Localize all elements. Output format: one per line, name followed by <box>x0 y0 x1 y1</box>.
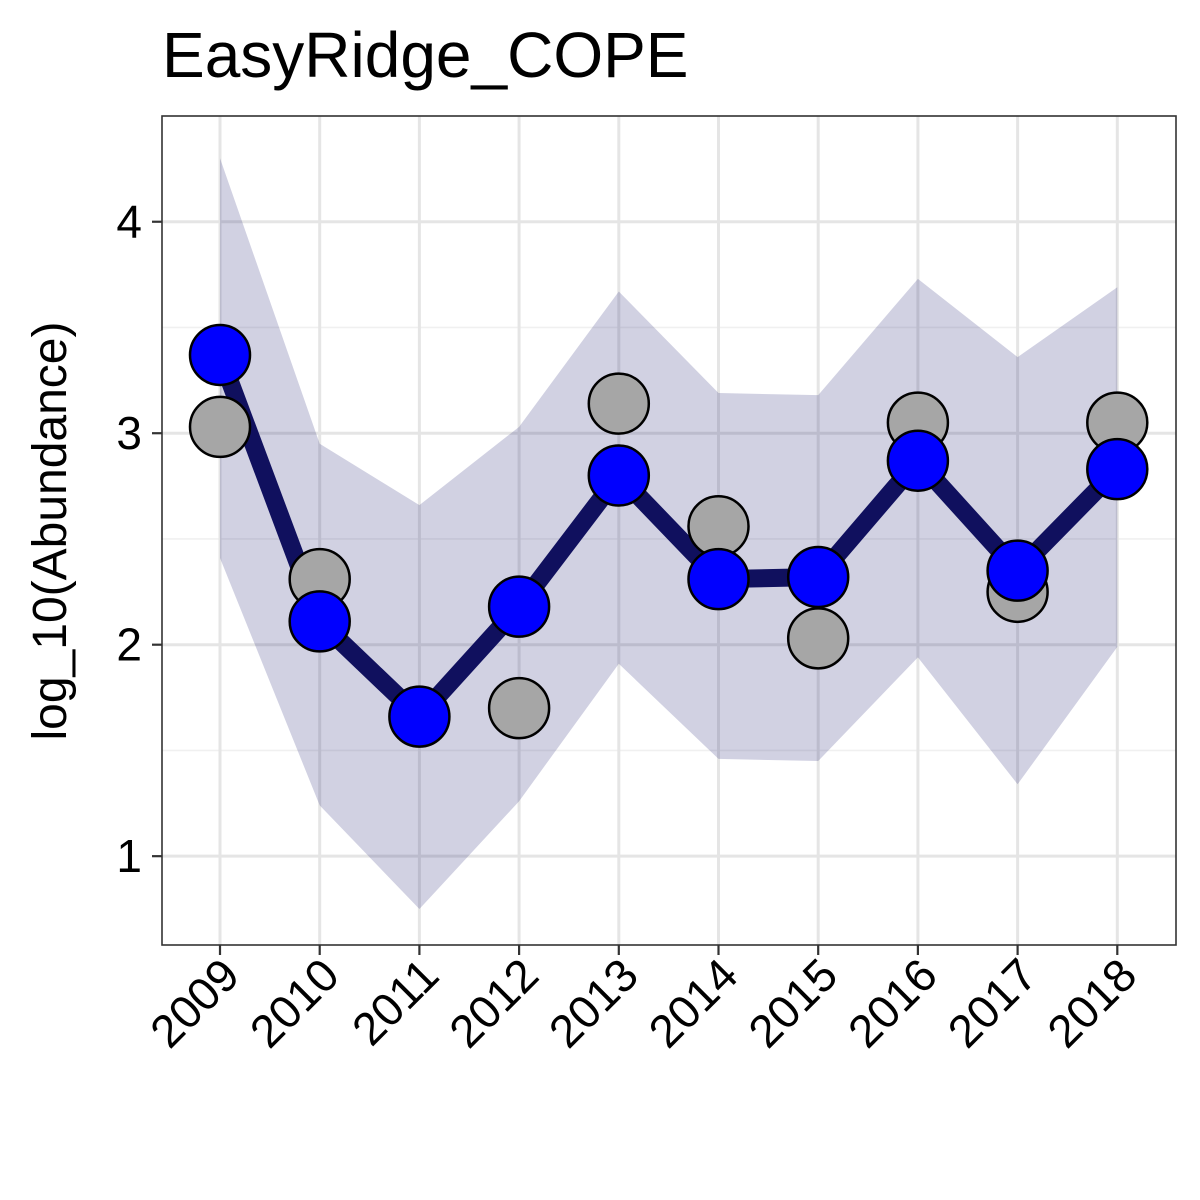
grid <box>162 115 1176 945</box>
estimate-point <box>487 575 551 638</box>
y-tick-label: 1 <box>116 830 142 882</box>
estimate-point <box>388 685 451 748</box>
estimate-point <box>687 547 750 611</box>
x-tick-label: 2012 <box>439 948 548 1057</box>
chart-title: EasyRidge_COPE <box>162 19 688 91</box>
observed-point <box>587 372 651 435</box>
observed-point <box>786 607 850 670</box>
x-tick-label: 2009 <box>140 948 249 1057</box>
x-tick-label: 2015 <box>738 948 847 1057</box>
observed-point <box>188 395 252 459</box>
points-layer <box>188 323 1149 748</box>
estimate-point <box>288 590 351 653</box>
y-axis-label: log_10(Abundance) <box>24 322 77 741</box>
estimate-point <box>986 539 1049 602</box>
x-tick-label: 2013 <box>539 948 648 1057</box>
y-axis-ticks: 1 2 3 4 <box>116 196 162 882</box>
x-tick-label: 2014 <box>638 948 747 1057</box>
estimate-point <box>188 323 252 387</box>
x-tick-label: 2017 <box>938 948 1047 1057</box>
estimate-point <box>587 444 651 507</box>
estimate-line-layer <box>211 345 1127 726</box>
y-tick-label: 3 <box>116 407 142 459</box>
estimate-line <box>211 345 1127 726</box>
estimate-point <box>886 429 950 492</box>
estimate-point <box>786 545 850 609</box>
x-tick-label: 2011 <box>342 948 449 1055</box>
observed-point <box>687 495 750 558</box>
x-tick-label: 2016 <box>838 948 947 1057</box>
panel-border <box>161 115 1177 946</box>
estimate-point <box>1086 437 1149 501</box>
observed-point <box>487 676 551 740</box>
x-tick-label: 2010 <box>240 948 349 1057</box>
y-tick-label: 2 <box>116 619 142 671</box>
x-tick-label: 2018 <box>1037 948 1146 1057</box>
y-tick-label: 4 <box>116 196 142 248</box>
